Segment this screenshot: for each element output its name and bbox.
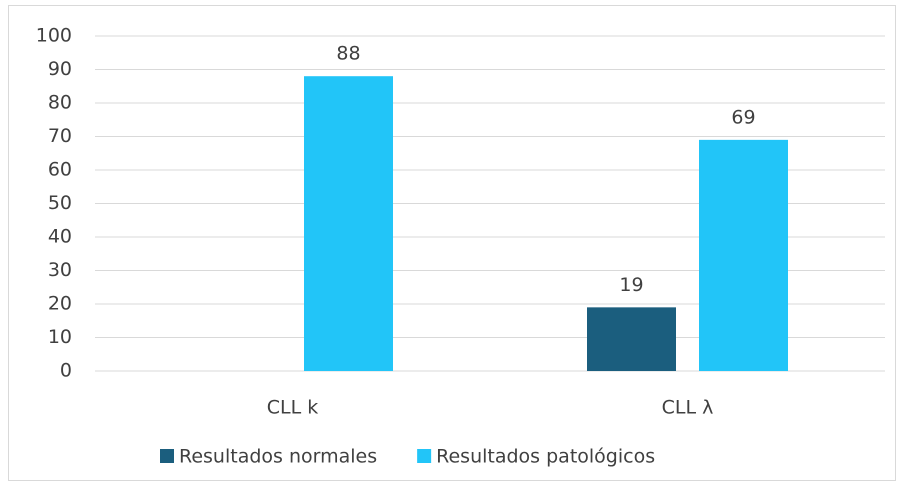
y-tick-label: 40 bbox=[48, 226, 72, 248]
data-label: 69 bbox=[731, 106, 755, 128]
y-tick-label: 30 bbox=[48, 259, 72, 281]
x-tick-label: CLL λ bbox=[662, 397, 714, 419]
data-label: 19 bbox=[619, 274, 643, 296]
y-tick-label: 50 bbox=[48, 192, 72, 214]
y-tick-label: 100 bbox=[36, 25, 72, 47]
y-tick-label: 60 bbox=[48, 159, 72, 181]
y-tick-label: 0 bbox=[60, 360, 72, 382]
y-tick-label: 90 bbox=[48, 58, 72, 80]
data-label: 88 bbox=[336, 43, 360, 65]
legend-swatch bbox=[160, 449, 174, 463]
bar bbox=[304, 76, 393, 371]
x-tick-label: CLL k bbox=[267, 397, 318, 419]
y-tick-label: 10 bbox=[48, 326, 72, 348]
y-tick-label: 80 bbox=[48, 92, 72, 114]
legend-swatch bbox=[417, 449, 432, 463]
y-tick-label: 20 bbox=[48, 293, 72, 315]
bar bbox=[587, 307, 676, 371]
legend-label: Resultados normales bbox=[179, 446, 377, 468]
legend-label: Resultados patológicos bbox=[436, 446, 655, 468]
y-tick-label: 70 bbox=[48, 125, 72, 147]
bar bbox=[699, 139, 788, 371]
